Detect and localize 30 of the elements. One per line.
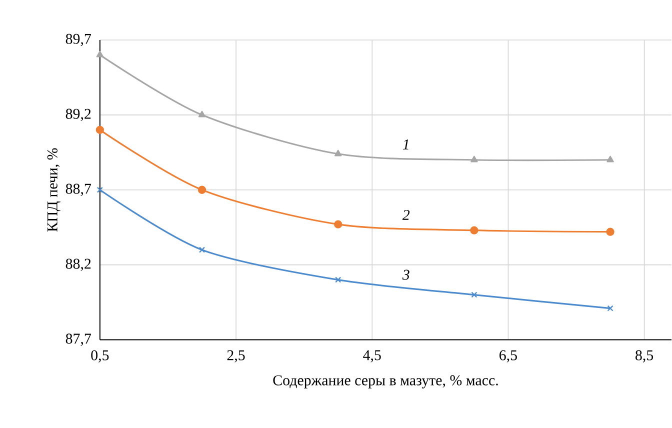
y-axis-title: КПД печи, % bbox=[47, 148, 60, 232]
y-tick-label: 88,7 bbox=[66, 184, 91, 196]
point bbox=[607, 305, 614, 312]
series-label: 2 bbox=[402, 210, 410, 220]
point bbox=[606, 228, 614, 236]
point bbox=[198, 186, 206, 194]
y-tick-label: 89,2 bbox=[66, 108, 91, 122]
x-tick-label: 6,5 bbox=[500, 350, 517, 363]
point bbox=[96, 126, 104, 134]
point bbox=[198, 246, 206, 254]
point bbox=[470, 226, 478, 235]
series-label: 3 bbox=[402, 270, 410, 280]
y-tick-label: 87,7 bbox=[66, 334, 91, 346]
point bbox=[198, 110, 206, 118]
point bbox=[470, 156, 478, 162]
series-label: 1 bbox=[402, 140, 408, 150]
point bbox=[96, 186, 103, 194]
x-tick-label: 2,5 bbox=[227, 350, 245, 363]
point bbox=[471, 292, 478, 298]
point bbox=[606, 156, 614, 162]
point bbox=[334, 220, 342, 229]
x-tick-label: 0,5 bbox=[91, 350, 109, 363]
y-tick-label: 88,2 bbox=[66, 258, 91, 272]
y-tick-label: 89,7 bbox=[66, 34, 91, 46]
point bbox=[335, 276, 342, 284]
x-tick-label: 8,5 bbox=[636, 350, 654, 363]
point bbox=[96, 51, 104, 58]
x-tick-label: 4,5 bbox=[363, 350, 381, 363]
x-axis-title: Содержание серы в мазуте, % масс. bbox=[273, 375, 498, 389]
point bbox=[334, 150, 342, 156]
